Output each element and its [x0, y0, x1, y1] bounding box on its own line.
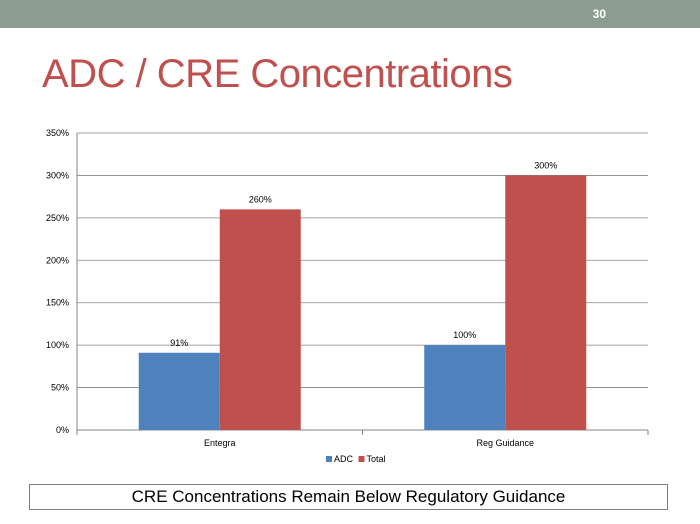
y-tick-label: 100% — [46, 340, 69, 350]
data-label: 91% — [170, 338, 188, 348]
bar-total-1 — [219, 209, 301, 430]
slide-number: 30 — [592, 7, 606, 21]
bar-adc-2 — [424, 345, 506, 430]
footer-caption: CRE Concentrations Remain Below Regulato… — [29, 484, 668, 510]
bar-chart: 0% 50% 100% 150% 200% 250% 300% 350% 91% 260% Ente… — [46, 128, 649, 464]
y-tick-label: 200% — [46, 255, 69, 265]
data-label: 300% — [534, 160, 557, 170]
data-label: 260% — [249, 194, 272, 204]
x-tick-label: Entegra — [204, 438, 236, 448]
y-tick-label: 350% — [46, 128, 69, 138]
legend-swatch-adc — [326, 456, 332, 462]
legend-swatch-total — [358, 456, 365, 462]
y-tick-label: 0% — [56, 425, 69, 435]
data-label: 100% — [453, 330, 476, 340]
y-tick-label: 300% — [46, 170, 69, 180]
top-bar — [0, 0, 700, 28]
y-tick-label: 50% — [51, 383, 69, 393]
y-tick-label: 150% — [46, 298, 69, 308]
bar-total-2 — [505, 175, 587, 430]
y-tick-label: 250% — [46, 213, 69, 223]
slide-title: ADC / CRE Concentrations — [42, 52, 513, 96]
legend-label: ADC — [334, 454, 354, 464]
x-tick-label: Reg Guidance — [476, 438, 534, 448]
bar-adc-1 — [138, 352, 220, 430]
legend-label: Total — [367, 454, 386, 464]
